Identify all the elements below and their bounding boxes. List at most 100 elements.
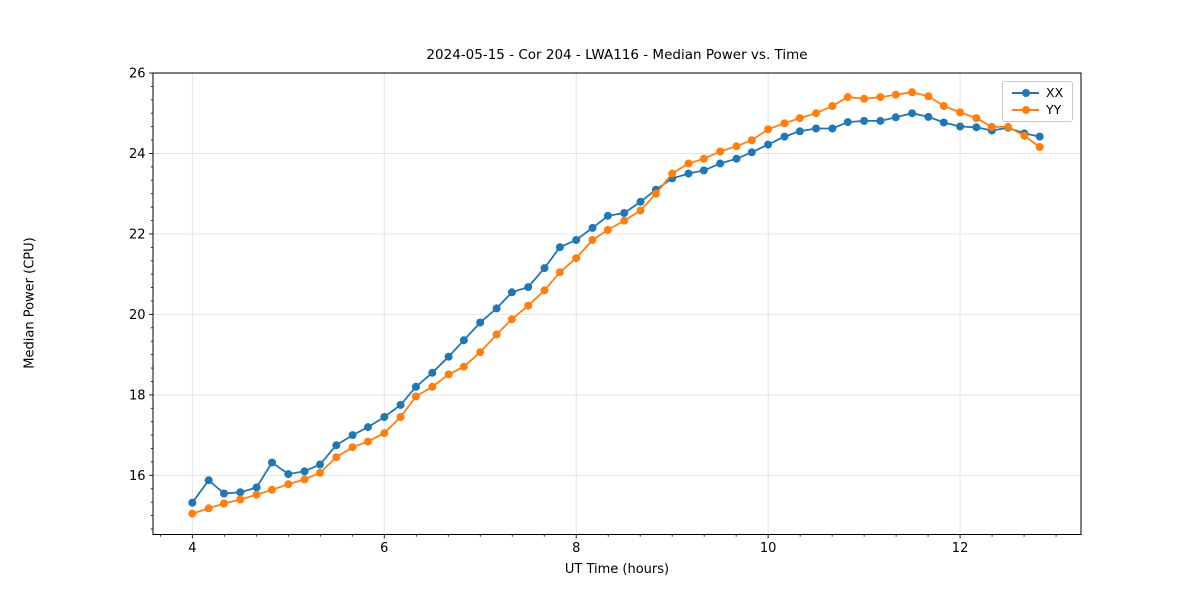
data-point: [220, 489, 228, 498]
data-point: [1020, 131, 1029, 140]
data-point: [348, 431, 357, 440]
data-point: [220, 499, 228, 508]
data-point: [716, 147, 725, 156]
data-point: [684, 159, 693, 168]
data-point: [636, 197, 645, 206]
series-line-XX: [191, 112, 1040, 504]
data-point: [252, 490, 261, 499]
series-markers-YY: [188, 88, 1044, 518]
legend-item-xx: XX: [1012, 86, 1063, 100]
chart-title: 2024-05-15 - Cor 204 - LWA116 - Median P…: [426, 47, 808, 63]
data-point: [668, 169, 677, 178]
data-point: [891, 113, 900, 122]
data-point: [284, 480, 293, 489]
data-point: [476, 318, 485, 327]
x-ticks: 4 6 8 10 12: [188, 534, 969, 556]
data-point: [555, 268, 564, 277]
data-point: [300, 467, 309, 476]
data-point: [747, 136, 756, 145]
data-point: [332, 453, 341, 462]
axes-box: [152, 72, 1082, 535]
data-point: [620, 216, 629, 225]
data-point: [828, 124, 837, 133]
data-point: [732, 154, 741, 163]
data-point: [876, 93, 885, 102]
series-markers-XX: [188, 109, 1044, 507]
data-point: [972, 123, 981, 132]
data-point: [588, 223, 597, 232]
data-point: [987, 122, 996, 131]
data-point: [236, 495, 245, 504]
data-point: [396, 400, 405, 409]
legend-marker-yy: [1012, 105, 1039, 114]
data-point: [699, 166, 708, 175]
data-point: [956, 108, 965, 117]
data-point: [908, 88, 917, 97]
data-point: [555, 243, 564, 252]
data-point: [843, 118, 852, 127]
data-point: [380, 413, 389, 421]
data-point: [684, 169, 693, 178]
data-point: [316, 468, 324, 477]
data-point: [828, 102, 837, 110]
data-point: [188, 498, 197, 507]
legend-item-yy: YY: [1012, 101, 1063, 117]
data-point: [396, 413, 405, 421]
data-point: [876, 116, 885, 125]
data-point: [812, 109, 821, 118]
data-point: [380, 429, 389, 438]
data-point: [939, 118, 948, 127]
x-axis-label: UT Time (hours): [564, 562, 670, 577]
data-point: [651, 189, 660, 198]
data-point: [780, 132, 789, 141]
data-point: [332, 441, 341, 450]
data-point: [764, 140, 773, 149]
data-point: [795, 127, 804, 136]
data-point: [284, 470, 293, 479]
y-tick-label: 16: [129, 469, 146, 484]
data-point: [364, 423, 372, 432]
data-point: [747, 148, 756, 157]
data-point: [843, 93, 852, 102]
y-tick-label: 18: [129, 388, 146, 403]
data-point: [444, 352, 453, 361]
y-tick-label: 20: [129, 308, 146, 323]
data-point: [252, 483, 261, 492]
data-point: [507, 288, 516, 297]
y-ticks: 16 18 20 22 24 26: [129, 67, 153, 484]
legend: XX YY: [1002, 81, 1074, 122]
data-point: [236, 488, 245, 497]
data-point: [572, 236, 581, 244]
x-tick-label: 12: [952, 541, 969, 556]
data-point: [300, 475, 309, 484]
data-point: [572, 254, 581, 263]
gridlines: [153, 72, 1081, 535]
data-point: [812, 124, 821, 133]
data-point: [620, 209, 629, 217]
data-point: [1035, 143, 1044, 151]
data-point: [428, 382, 437, 391]
series-line-YY: [192, 91, 1041, 515]
data-point: [268, 485, 276, 494]
y-tick-label: 24: [129, 147, 146, 162]
data-point: [860, 94, 869, 103]
data-point: [459, 362, 468, 371]
data-point: [204, 476, 213, 485]
data-point: [524, 301, 533, 310]
legend-label-yy: YY: [1046, 101, 1062, 117]
data-point: [540, 264, 549, 273]
data-point: [780, 119, 789, 128]
data-point: [492, 330, 501, 339]
data-point: [492, 304, 501, 313]
data-point: [603, 211, 612, 220]
legend-dot-xx: [1021, 89, 1030, 98]
x-tick-label: 8: [572, 541, 580, 556]
y-tick-label: 22: [129, 227, 146, 242]
x-tick-label: 6: [380, 541, 388, 556]
data-point: [1035, 132, 1044, 141]
x-tick-label: 4: [188, 541, 196, 556]
data-point: [588, 236, 597, 244]
data-point: [732, 142, 741, 151]
